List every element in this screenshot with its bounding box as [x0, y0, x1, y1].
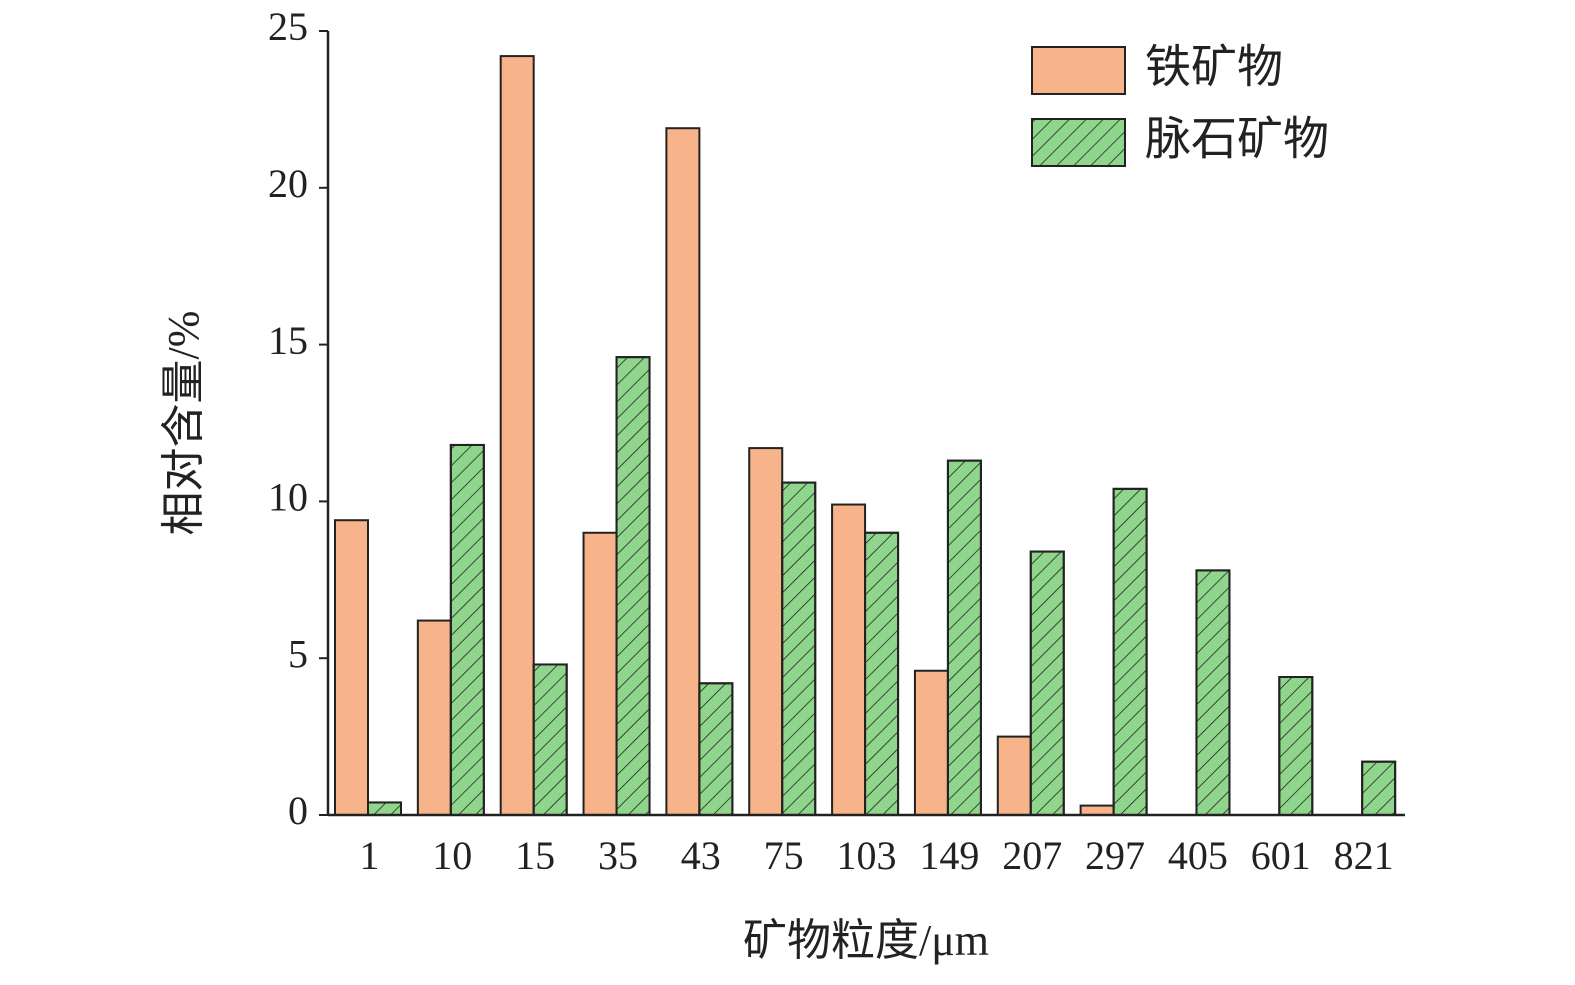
bar-hatch: [864, 531, 900, 816]
bar: [913, 669, 949, 817]
legend-hatch: [1031, 118, 1126, 167]
y-tick-label: 15: [268, 318, 308, 363]
bar: [582, 531, 618, 816]
x-tick-label: 15: [515, 833, 555, 878]
y-tick-label: 0: [288, 788, 308, 833]
legend-label: 铁矿物: [1145, 42, 1283, 93]
x-tick-label: 601: [1251, 833, 1311, 878]
y-tick-label: 10: [268, 475, 308, 520]
bar-hatch: [781, 481, 817, 816]
bar: [1079, 804, 1115, 816]
x-axis-title: 矿物粒度/μm: [743, 916, 989, 965]
bar-hatch: [1029, 550, 1065, 816]
bar: [748, 447, 784, 816]
bar-hatch: [698, 682, 734, 817]
plot-area: 0 5 10 15 20 25 1 10 15 35 43 75 103 149 207 297 405 601 8…: [268, 4, 1405, 878]
bar: [996, 735, 1032, 816]
x-tick-label: 207: [1002, 833, 1062, 878]
bar-hatch: [532, 663, 568, 816]
x-tick-label: 43: [681, 833, 721, 878]
bar-hatch: [946, 459, 982, 816]
y-tick-label: 5: [288, 631, 308, 676]
bar: [416, 619, 452, 816]
x-tick-label: 297: [1085, 833, 1145, 878]
bar-hatch: [1278, 676, 1314, 816]
x-tick-label: 149: [919, 833, 979, 878]
legend-swatch: [1031, 46, 1126, 95]
y-tick-label: 20: [268, 161, 308, 206]
bar-hatch: [1112, 487, 1148, 816]
x-tick-label: 1: [359, 833, 379, 878]
bar: [499, 55, 535, 816]
x-tick-label: 405: [1168, 833, 1228, 878]
bar-hatch: [615, 356, 651, 816]
x-tick-label: 10: [432, 833, 472, 878]
bar-hatch: [1361, 760, 1397, 816]
x-tick-label: 821: [1334, 833, 1394, 878]
bar-hatch: [367, 801, 402, 816]
x-tick-label: 35: [598, 833, 638, 878]
x-tick-label: 75: [764, 833, 804, 878]
bar: [831, 503, 867, 816]
y-axis-title: 相对含量/%: [159, 311, 208, 536]
bar-hatch: [1195, 569, 1231, 817]
bar-hatch: [449, 443, 485, 816]
x-tick-label: 103: [837, 833, 897, 878]
bar: [665, 127, 701, 816]
legend-label: 脉石矿物: [1145, 114, 1329, 165]
y-tick-label: 25: [268, 4, 308, 49]
bar: [334, 519, 369, 816]
